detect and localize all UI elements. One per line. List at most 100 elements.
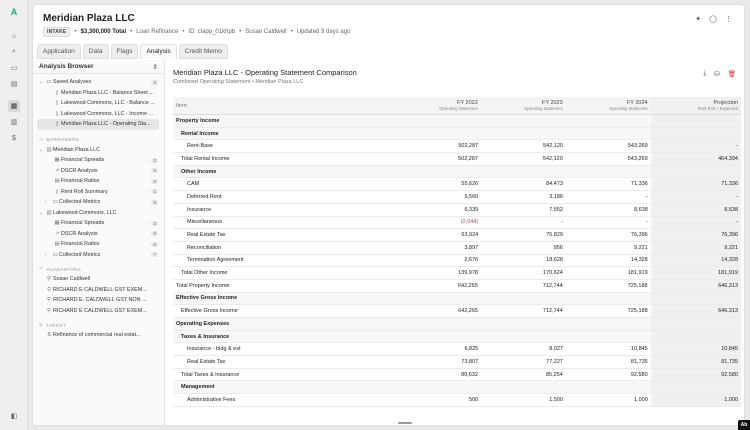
panel-icon[interactable]: ◧ [10,413,18,420]
table-row[interactable]: CAM 55,626 84,473 71,336 71,336 [173,178,742,192]
table-row[interactable]: Total Taxes & Insurance 80,632 85,254 92,58… [173,368,741,382]
column-header[interactable]: FY 2023 Operating Statement [481,100,566,111]
table-cell [650,381,741,394]
table-row[interactable]: Management [173,381,741,395]
table-row[interactable]: Total Rental Income 502,287 542,120 543,269… [173,153,741,166]
table-row[interactable]: Operating Expenses [173,318,741,331]
analysis-item[interactable]: ↗ DSCR Analysis 0 [33,166,164,177]
tab-data[interactable]: Data [82,44,109,59]
download-icon[interactable]: ⤓ [703,70,707,77]
table-cell: 6,825 [464,346,479,353]
table-row[interactable]: Insurance 6,339 7,552 8,638 8,638 [173,203,742,217]
table-row[interactable]: Miscellaneous (2,044) - - - [173,216,742,230]
table-row[interactable]: Property Income [173,115,741,128]
table-row[interactable]: Total Other Income 139,978 170,624 181,919 1… [173,267,741,280]
column-header[interactable]: FY 2022 Operating Statement [396,100,481,111]
table-row[interactable]: Real Estate Tax 73,807 77,227 81,735 81,735 [173,356,742,369]
borrower-name: Lakewood Commons, LLC [53,209,117,216]
row-label: CAM [187,181,200,188]
trash-icon[interactable]: 🗑 [727,71,736,78]
inbox-icon[interactable]: ▭ [10,65,18,72]
save-icon[interactable]: ⛁ [714,71,720,78]
saved-analysis-label: Meridian Plaza LLC - Operating Sta... [61,121,151,128]
guarantor-item[interactable]: ⚲ RICHARD E CALDWELL GST EXEM... [33,285,164,296]
app-logo[interactable]: A [10,7,18,17]
table-row[interactable]: Rent-Base 502,287 542,120 543,269- [173,140,742,154]
table-row[interactable]: Rental Income [173,127,741,141]
corner-badge[interactable]: Ab [738,420,750,430]
analysis-item[interactable]: ▦ Financial Spreads 3 [33,218,164,229]
table-cell: 1,000 [650,394,742,406]
row-label: Effective Gross Income [181,308,238,315]
search-icon[interactable]: ⌕ [12,48,16,55]
guarantor-item[interactable]: ⚲ RICHARD E CALDWELL GST EXEM... [33,306,164,317]
analysis-item[interactable]: ▯ Rent Roll Summary 1 [33,187,164,198]
tab-application[interactable]: Application [37,44,81,59]
borrower-name: Meridian Plaza LLC [53,146,101,153]
table-cell [650,330,741,343]
document-icon[interactable]: ▦ [8,100,20,112]
tab-analysis[interactable]: Analysis [140,44,177,59]
analysis-item[interactable]: ▦ Financial Spreads 3 [33,155,164,166]
table-row[interactable]: Taxes & Insurance [173,330,741,344]
analysis-folder[interactable]: › ▭ Collected Metrics 7 [33,250,164,261]
table-cell: 81,735 [650,356,742,368]
table-row[interactable]: Effective Gross Income 642,265 712,744 725,… [173,305,741,318]
chevron-right-icon[interactable]: › [45,251,47,258]
chart-icon[interactable]: ▥ [10,119,18,126]
column-header-projection[interactable]: Projection Rent Roll + Expenses [650,97,741,114]
analysis-item[interactable]: ↗ DSCR Analysis 0 [33,229,164,240]
guarantor-item[interactable]: ⚲ Susan Caldwell [33,274,164,285]
person-icon: ⚲ [47,286,51,293]
chevron-right-icon[interactable]: › [45,199,47,206]
dollar-icon[interactable]: $ [12,134,16,142]
borrower-item[interactable]: ⌄ ▥ Lakewood Commons, LLC [33,208,164,219]
table-row[interactable]: Effective Gross Income [173,292,741,306]
bullet-icon: • [239,29,242,35]
tab-credit-memo[interactable]: Credit Memo [178,44,228,59]
count-badge: 3 [151,157,158,163]
table-row[interactable]: Reconciliation 3,897 956 9,221 9,221 [173,241,742,255]
analysis-item[interactable]: ▤ Financial Ratios 0 [33,239,164,250]
count-badge: 0 [151,231,158,237]
analysis-label: Financial Spreads [61,157,105,164]
sort-icon[interactable]: ⇕ [152,63,158,71]
target-item[interactable]: $ Refinance of commercial real estat... [33,330,164,341]
sparkle-icon[interactable]: ✦ [695,16,702,23]
table-row[interactable]: Other Income [173,165,741,179]
guarantor-item[interactable]: ⚲ RICHARD E. CALDWELL GST NON ... [33,295,164,306]
saved-analyses-folder[interactable]: ⌄ ▭ Saved Analyses 4 [33,77,164,88]
table-cell: 76,396 [630,232,648,239]
chevron-down-icon[interactable]: ⌄ [39,79,44,86]
table-row[interactable]: Insurance - bldg & ext 6,825 8,027 10,845 10… [173,343,742,357]
tab-flags[interactable]: Flags [110,44,139,59]
column-source: Operating Statement [439,106,478,111]
person-icon: ⚲ [47,276,51,283]
borrower-item[interactable]: ⌄ ▥ Meridian Plaza LLC [33,145,164,156]
chevron-down-icon[interactable]: ⌄ [39,209,44,216]
saved-analysis-item-selected[interactable]: ▯ Meridian Plaza LLC - Operating Sta... [37,119,159,130]
table-row[interactable]: Total Property Income 642,265 712,744 725,1… [173,279,741,293]
table-cell: 9,221 [650,241,742,254]
table-row[interactable]: Deferred Rent 9,560 3,186 - - [173,191,742,204]
saved-analysis-item[interactable]: ▯ Lakewood Commons, LLC - Income ... [33,109,164,120]
chevron-down-icon[interactable]: ⌄ [39,146,44,153]
analysis-folder[interactable]: › ▭ Collected Metrics 9 [33,197,164,208]
row-label: Total Taxes & Insurance [181,371,240,378]
table-cell: 75,829 [546,232,563,239]
clipboard-icon[interactable]: ▤ [10,81,18,88]
saved-analyses-label: Saved Analyses [53,79,92,86]
more-icon[interactable]: ⋮ [725,16,732,23]
home-icon[interactable]: ⌂ [11,32,17,40]
bullet-icon: • [182,29,185,35]
scroll-handle[interactable] [398,422,412,424]
column-header[interactable]: FY 2024 Operating Statement [566,100,651,111]
analysis-item[interactable]: ▤ Financial Ratios 0 [33,176,164,187]
comment-icon[interactable]: ◯ [709,16,717,23]
building-icon: ▥ [46,209,52,216]
table-row[interactable]: Real Estate Tax 63,924 75,829 76,396 76,396 [173,229,742,242]
saved-analysis-item[interactable]: ▯ Meridian Plaza LLC - Balance Sheet ... [33,88,164,99]
table-row[interactable]: Termination Agreement 2,676 18,628 14,328 14… [173,254,742,268]
table-row[interactable]: Administrative Fees 500 1,500 1,000 1,000 [173,394,742,407]
saved-analysis-item[interactable]: ▯ Lakewood Commons, LLC - Balance ... [33,98,164,109]
